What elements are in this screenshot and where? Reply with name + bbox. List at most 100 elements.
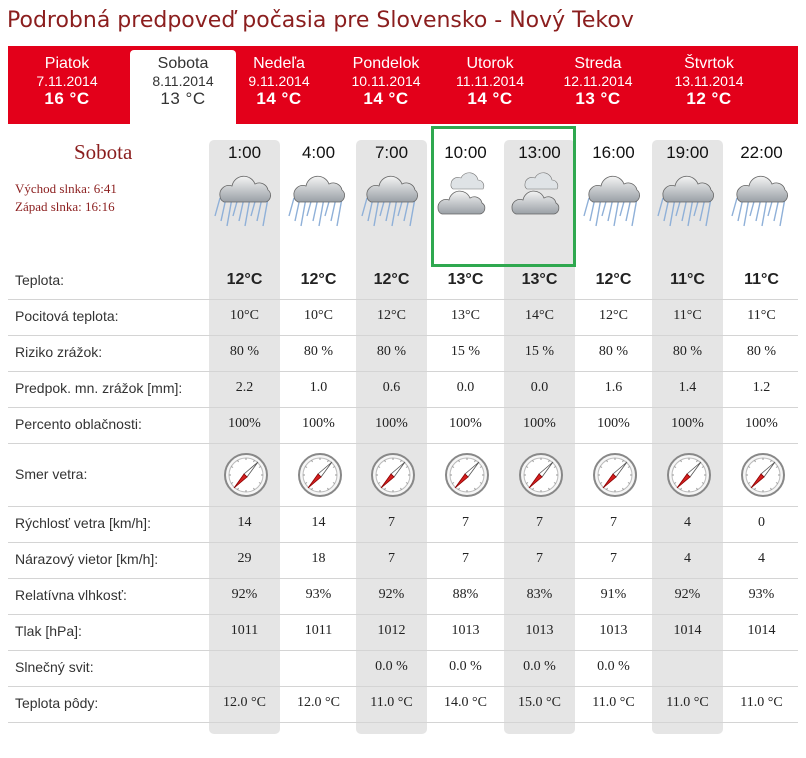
- value-cell: 100%: [375, 416, 408, 431]
- value-cell: 1.6: [604, 380, 623, 395]
- value-cell: 1.4: [678, 380, 697, 395]
- value-cell: 11°C: [744, 270, 779, 288]
- tab-date: 7.11.2014: [36, 73, 98, 89]
- wind-compass-icon: [444, 452, 490, 502]
- value-cell: 7: [388, 551, 395, 566]
- tab-day-0[interactable]: Piatok 7.11.2014 16 °C: [14, 46, 120, 124]
- wind-compass-icon: [592, 452, 638, 502]
- tab-day-1[interactable]: Sobota 8.11.2014 13 °C: [130, 50, 236, 124]
- row-divider: [8, 686, 798, 687]
- value-cell: 100%: [302, 416, 335, 431]
- row-divider: [8, 578, 798, 579]
- row-label: Percento oblačnosti:: [15, 416, 142, 432]
- value-cell: 1014: [673, 623, 702, 638]
- value-cell: 80 %: [229, 344, 260, 359]
- tab-temp: 14 °C: [256, 89, 302, 108]
- value-cell: 12.0 °C: [223, 695, 266, 710]
- wind-compass-icon: [297, 452, 343, 502]
- highlight-box: [431, 126, 576, 267]
- value-cell: 1013: [525, 623, 554, 638]
- rain-cloud-icon: [359, 168, 423, 238]
- tab-temp: 13 °C: [160, 89, 206, 108]
- tab-date: 13.11.2014: [674, 73, 744, 89]
- row-label: Riziko zrážok:: [15, 344, 103, 360]
- value-cell: 13°C: [451, 308, 480, 323]
- value-cell: 15 %: [450, 344, 481, 359]
- wind-compass-icon: [666, 452, 712, 502]
- value-cell: 1011: [230, 623, 259, 638]
- column-shade: [356, 140, 427, 734]
- row-label: Nárazový vietor [km/h]:: [15, 551, 159, 567]
- hour-label: 7:00: [374, 143, 409, 162]
- row-label: Pocitová teplota:: [15, 308, 119, 324]
- hour-label: 13:00: [518, 143, 561, 162]
- tab-day-2[interactable]: Nedeľa 9.11.2014 14 °C: [226, 46, 332, 124]
- value-cell: 4: [684, 515, 691, 530]
- wind-compass-icon: [223, 452, 269, 502]
- row-divider: [8, 371, 798, 372]
- tab-day-5[interactable]: Streda 12.11.2014 13 °C: [545, 46, 651, 124]
- cloud-icon: [433, 172, 497, 242]
- value-cell: 12.0 °C: [297, 695, 340, 710]
- tab-day-4[interactable]: Utorok 11.11.2014 14 °C: [437, 46, 543, 124]
- tab-date: 10.11.2014: [351, 73, 421, 89]
- tab-day-3[interactable]: Pondelok 10.11.2014 14 °C: [333, 46, 439, 124]
- value-cell: 100%: [745, 416, 778, 431]
- value-cell: 12°C: [373, 270, 410, 288]
- value-cell: 7: [536, 515, 543, 530]
- value-cell: 11°C: [673, 308, 702, 323]
- value-cell: 0.6: [382, 380, 401, 395]
- tab-temp: 12 °C: [686, 89, 732, 108]
- value-cell: 7: [610, 551, 617, 566]
- value-cell: 7: [462, 551, 469, 566]
- value-cell: 92%: [231, 587, 258, 602]
- value-cell: 2.2: [235, 380, 254, 395]
- value-cell: 12°C: [599, 308, 628, 323]
- value-cell: 15 %: [524, 344, 555, 359]
- value-cell: 12°C: [595, 270, 632, 288]
- row-label: Predpok. mn. zrážok [mm]:: [15, 380, 183, 396]
- column-shade: [652, 140, 723, 734]
- value-cell: 1011: [304, 623, 333, 638]
- value-cell: 11°C: [747, 308, 776, 323]
- tab-date: 11.11.2014: [456, 73, 524, 89]
- value-cell: 93%: [305, 587, 332, 602]
- value-cell: 14.0 °C: [444, 695, 487, 710]
- row-divider: [8, 722, 798, 723]
- value-cell: 12°C: [377, 308, 406, 323]
- row-divider: [8, 407, 798, 408]
- value-cell: 100%: [671, 416, 704, 431]
- value-cell: 4: [684, 551, 691, 566]
- wind-compass-icon: [518, 452, 564, 502]
- value-cell: 7: [536, 551, 543, 566]
- row-divider: [8, 650, 798, 651]
- value-cell: 93%: [748, 587, 775, 602]
- tab-day-6[interactable]: Štvrtok 13.11.2014 12 °C: [656, 46, 762, 124]
- value-cell: 0.0 %: [597, 659, 630, 674]
- day-tabs: Piatok 7.11.2014 16 °C Sobota 8.11.2014 13 °C…: [8, 46, 798, 124]
- row-label: Slnečný svit:: [15, 659, 94, 675]
- sunset-text: Západ slnka: 16:16: [15, 199, 115, 214]
- value-cell: 1.2: [752, 380, 771, 395]
- tab-name: Sobota: [157, 55, 209, 72]
- tab-date: 9.11.2014: [248, 73, 310, 89]
- wind-compass-icon: [370, 452, 416, 502]
- value-cell: 10°C: [230, 308, 259, 323]
- value-cell: 13°C: [447, 270, 484, 288]
- value-cell: 18: [311, 551, 326, 566]
- value-cell: 88%: [452, 587, 479, 602]
- column-shade: [504, 140, 575, 734]
- value-cell: 1012: [377, 623, 406, 638]
- value-cell: 100%: [597, 416, 630, 431]
- value-cell: 80 %: [746, 344, 777, 359]
- value-cell: 0.0: [530, 380, 549, 395]
- value-cell: 92%: [378, 587, 405, 602]
- cloud-icon: [507, 172, 571, 242]
- row-label: Relatívna vlhkosť:: [15, 587, 127, 603]
- sunrise-text: Východ slnka: 6:41: [15, 181, 117, 196]
- value-cell: 92%: [674, 587, 701, 602]
- tab-temp: 16 °C: [44, 89, 90, 108]
- row-divider: [8, 299, 798, 300]
- value-cell: 100%: [523, 416, 556, 431]
- value-cell: 11.0 °C: [666, 695, 709, 710]
